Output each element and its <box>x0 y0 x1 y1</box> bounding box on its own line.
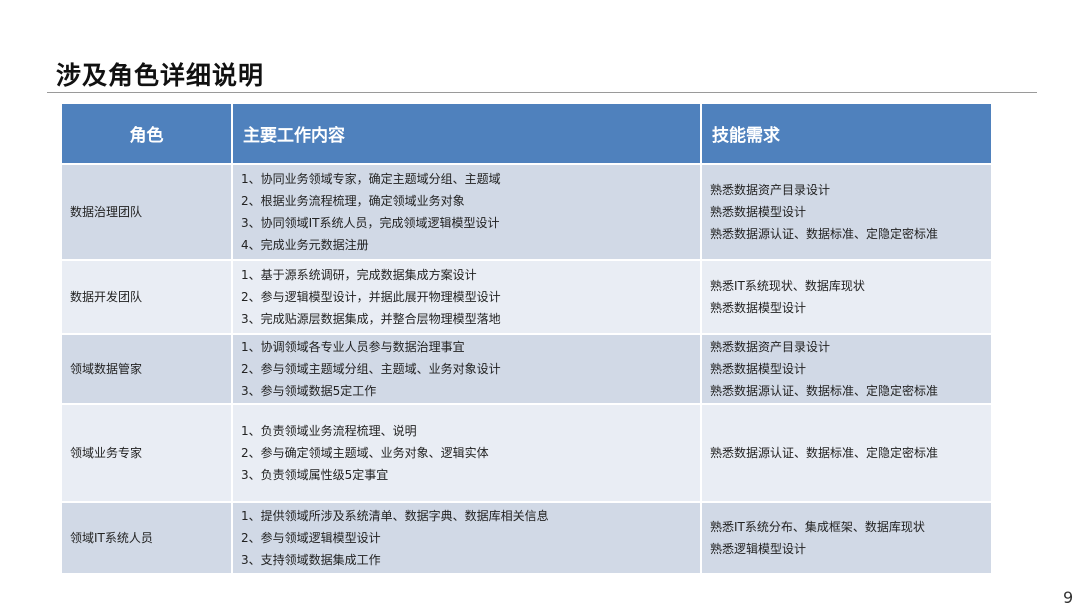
work-item: 1、协同业务领域专家，确定主题域分组、主题域 <box>241 172 501 186</box>
work-item: 1、提供领域所涉及系统清单、数据字典、数据库相关信息 <box>241 509 549 523</box>
work-cell: 1、协同业务领域专家，确定主题域分组、主题域 2、根据业务流程梳理，确定领域业务对… <box>232 164 702 261</box>
table-row: 领域IT系统人员 1、提供领域所涉及系统清单、数据字典、数据库相关信息 2、参与领域… <box>62 502 993 575</box>
skills-cell: 熟悉数据资产目录设计 熟悉数据模型设计熟悉数据源认证、数据标准、定隐定密标准 <box>701 164 993 261</box>
work-item: 2、参与确定领域主题域、业务对象、逻辑实体 <box>241 446 489 460</box>
header-work: 主要工作内容 <box>232 104 702 165</box>
header-skills: 技能需求 <box>701 104 993 165</box>
role-cell: 领域数据管家 <box>62 334 233 405</box>
role-cell: 领域业务专家 <box>62 404 233 503</box>
skill-item: 熟悉逻辑模型设计 <box>710 542 807 556</box>
work-cell: 1、负责领域业务流程梳理、说明 2、参与确定领域主题域、业务对象、逻辑实体 3、负责… <box>232 404 702 503</box>
skill-item: 熟悉数据资产目录设计 <box>710 183 831 197</box>
table-header-row: 角色 主要工作内容 技能需求 <box>62 104 993 165</box>
skill-item: 熟悉数据模型设计 <box>710 362 807 376</box>
skills-cell: 熟悉数据源认证、数据标准、定隐定密标准 <box>701 404 993 503</box>
roles-table: 角色 主要工作内容 技能需求 数据治理团队 1、协同业务领域专家，确定主题域分组、… <box>62 104 993 575</box>
work-cell: 1、提供领域所涉及系统清单、数据字典、数据库相关信息 2、参与领域逻辑模型设计 3、… <box>232 502 702 575</box>
skill-item: 熟悉数据模型设计 <box>710 301 807 315</box>
work-cell: 1、基于源系统调研，完成数据集成方案设计 2、参与逻辑模型设计，并据此展开物理模型… <box>232 260 702 335</box>
work-item: 2、参与领域主题域分组、主题域、业务对象设计 <box>241 362 501 376</box>
skill-item: 熟悉IT系统分布、集成框架、数据库现状 <box>710 520 925 534</box>
skill-item: 熟悉IT系统现状、数据库现状 <box>710 279 865 293</box>
role-cell: 数据开发团队 <box>62 260 233 335</box>
table-row: 领域业务专家 1、负责领域业务流程梳理、说明 2、参与确定领域主题域、业务对象、逻辑… <box>62 404 993 503</box>
page-title: 涉及角色详细说明 <box>56 61 265 90</box>
skills-cell: 熟悉IT系统现状、数据库现状 熟悉数据模型设计 <box>701 260 993 335</box>
role-cell: 数据治理团队 <box>62 164 233 261</box>
work-item: 1、基于源系统调研，完成数据集成方案设计 <box>241 268 477 282</box>
work-item: 1、负责领域业务流程梳理、说明 <box>241 424 417 438</box>
skill-item: 熟悉数据模型设计 <box>710 205 807 219</box>
work-item: 1、协调领域各专业人员参与数据治理事宜 <box>241 340 465 354</box>
skill-item: 熟悉数据源认证、数据标准、定隐定密标准 <box>710 384 939 398</box>
work-item: 3、参与领域数据5定工作 <box>241 384 377 398</box>
work-item: 2、参与逻辑模型设计，并据此展开物理模型设计 <box>241 290 501 304</box>
work-item: 2、根据业务流程梳理，确定领域业务对象 <box>241 194 465 208</box>
table-row: 领域数据管家 1、协调领域各专业人员参与数据治理事宜 2、参与领域主题域分组、主题域… <box>62 334 993 405</box>
work-item: 4、完成业务元数据注册 <box>241 238 369 252</box>
skill-item: 熟悉数据资产目录设计 <box>710 340 831 354</box>
work-item: 3、完成贴源层数据集成，并整合层物理模型落地 <box>241 312 501 326</box>
work-item: 2、参与领域逻辑模型设计 <box>241 531 381 545</box>
skill-item: 熟悉数据源认证、数据标准、定隐定密标准 <box>710 446 939 460</box>
work-item: 3、协同领域IT系统人员，完成领域逻辑模型设计 <box>241 216 500 230</box>
skills-cell: 熟悉IT系统分布、集成框架、数据库现状 熟悉逻辑模型设计 <box>701 502 993 575</box>
title-divider <box>47 92 1037 93</box>
work-item: 3、支持领域数据集成工作 <box>241 553 381 567</box>
skill-item: 熟悉数据源认证、数据标准、定隐定密标准 <box>710 227 939 241</box>
table-row: 数据治理团队 1、协同业务领域专家，确定主题域分组、主题域 2、根据业务流程梳理，确… <box>62 164 993 261</box>
role-cell: 领域IT系统人员 <box>62 502 233 575</box>
page-number: 9 <box>1063 588 1074 607</box>
table-row: 数据开发团队 1、基于源系统调研，完成数据集成方案设计 2、参与逻辑模型设计，并据此… <box>62 260 993 335</box>
work-item: 3、负责领域属性级5定事宜 <box>241 468 389 482</box>
header-role: 角色 <box>62 104 233 165</box>
skills-cell: 熟悉数据资产目录设计 熟悉数据模型设计熟悉数据源认证、数据标准、定隐定密标准 <box>701 334 993 405</box>
work-cell: 1、协调领域各专业人员参与数据治理事宜 2、参与领域主题域分组、主题域、业务对象设… <box>232 334 702 405</box>
